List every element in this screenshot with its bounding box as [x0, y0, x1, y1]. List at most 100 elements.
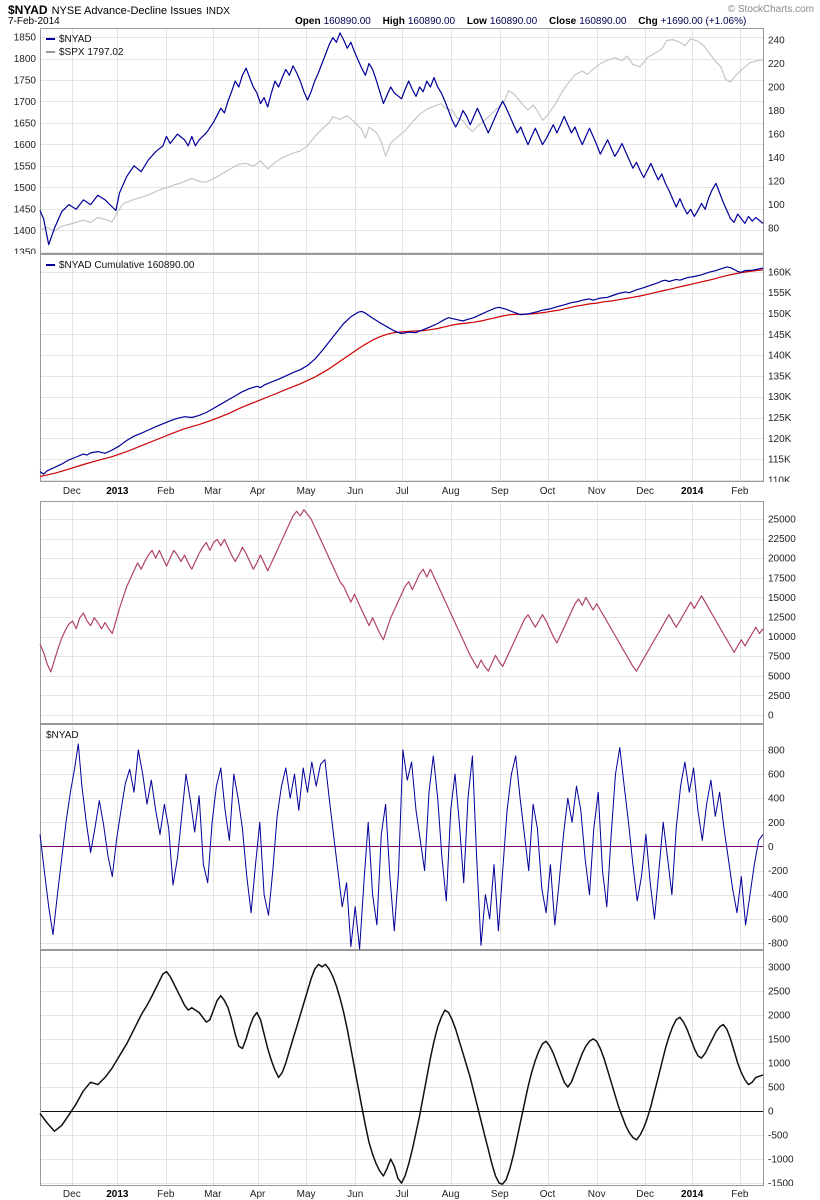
series-oscillator	[39, 963, 764, 1185]
axis-tick-label: 0	[768, 710, 774, 721]
chart-header: $NYAD NYSE Advance-Decline Issues INDX © S…	[0, 0, 820, 28]
axis-tick-label: 2500	[768, 691, 791, 702]
axis-tick-label: 1000	[768, 1058, 791, 1069]
month-label: Oct	[540, 1189, 556, 1200]
legend-label: $NYAD Cumulative 160890.00	[59, 260, 195, 271]
month-gridlines	[72, 29, 741, 253]
month-gridlines	[72, 951, 741, 1185]
axis-tick-label: 1700	[14, 97, 37, 108]
axis-tick-label: 3000	[768, 962, 791, 973]
axis-tick-label: -1500	[768, 1179, 794, 1186]
axis-tick-label: 160K	[768, 267, 792, 278]
axis-tick-label: 5000	[768, 671, 791, 682]
month-label: May	[297, 1189, 316, 1200]
axis-tick-label: 22500	[768, 534, 796, 545]
panel-border	[40, 950, 764, 1186]
month-label: Dec	[636, 486, 654, 497]
axis-tick-label: 12500	[768, 613, 796, 624]
panel-nyad-aux: 2500022500200001750015000125001000075005…	[39, 501, 796, 724]
index-name: NYSE Advance-Decline Issues	[51, 5, 202, 17]
axis-tick-label: 145K	[768, 330, 792, 341]
axis-tick-label: 17500	[768, 573, 796, 584]
month-axis-row-1: Dec 2013 Feb Mar Apr May Jun Jul Aug Sep Oct Nov Dec…	[63, 486, 749, 497]
axis-tick-label: 400	[768, 794, 785, 805]
quote-date: 7-Feb-2014	[8, 16, 60, 27]
legend-label: $SPX 1797.02	[59, 47, 124, 58]
month-label: Jun	[347, 1189, 363, 1200]
axis-tick-label: 100	[768, 200, 785, 211]
axis-tick-label: 1850	[14, 33, 37, 44]
month-label: Dec	[63, 1189, 81, 1200]
axis-tick-label: 2500	[768, 986, 791, 997]
panel-border	[40, 501, 764, 724]
value-gridlines	[40, 519, 763, 716]
panel-nyad-oscillator: 3000 2500 2000 1500 1000 500 0 -500 -1000 -1500	[39, 950, 794, 1186]
axis-tick-label: 7500	[768, 652, 791, 663]
axis-tick-label: 220	[768, 59, 785, 70]
panel-border	[40, 28, 764, 254]
month-label: Apr	[250, 486, 266, 497]
axis-tick-label: 160	[768, 130, 785, 141]
axis-tick-label: 1450	[14, 204, 37, 215]
axis-tick-label: 20000	[768, 554, 796, 565]
quote-values: Open 160890.00 High 160890.00 Low 160890.00…	[295, 16, 746, 27]
month-label: Nov	[588, 1189, 606, 1200]
month-label: Mar	[204, 1189, 222, 1200]
series-spx	[39, 38, 764, 232]
month-gridlines	[72, 725, 741, 949]
series-cumulative-ma	[39, 269, 764, 478]
month-label: May	[297, 486, 316, 497]
axis-tick-label: 2000	[768, 1010, 791, 1021]
axis-tick-label: 800	[768, 745, 785, 756]
copyright: © StockCharts.com	[727, 4, 814, 15]
axis-tick-label: 150K	[768, 309, 792, 320]
month-label: Mar	[204, 486, 222, 497]
series-nyad	[39, 32, 764, 246]
axis-tick-label: 1600	[14, 140, 37, 151]
series-aux	[39, 509, 764, 673]
month-label: 2013	[106, 486, 129, 497]
title-line: $NYAD NYSE Advance-Decline Issues INDX © S…	[8, 3, 814, 17]
high-label: High	[382, 16, 405, 27]
series-cumulative	[39, 266, 764, 475]
month-label: 2013	[106, 1189, 129, 1200]
axis-tick-label: -800	[768, 939, 788, 950]
axis-tick-label: 120	[768, 177, 785, 188]
axis-tick-label: 200	[768, 818, 785, 829]
low-label: Low	[466, 16, 487, 27]
axis-tick-label: 130K	[768, 392, 792, 403]
axis-tick-label: 1750	[14, 75, 37, 86]
panel-border	[40, 254, 764, 482]
axis-tick-label: 80	[768, 224, 780, 235]
high-value: 160890.00	[407, 16, 456, 27]
quote-line: 7-Feb-2014 Open 160890.00 High 160890.00 L…	[8, 16, 814, 27]
month-label: 2014	[681, 1189, 704, 1200]
axis-tick-label: 600	[768, 770, 785, 781]
axis-tick-label: 0	[768, 842, 774, 853]
panel-nyad-daily: 800 600 400 200 0 -200 -400 -600 -800 $NYAD	[39, 724, 788, 950]
axis-tick-label: 120K	[768, 434, 792, 445]
axis-tick-label: 125K	[768, 413, 792, 424]
open-value: 160890.00	[323, 16, 371, 27]
axis-tick-label: -500	[768, 1131, 788, 1142]
low-value: 160890.00	[489, 16, 538, 27]
exchange-label: INDX	[206, 6, 230, 17]
chg-label: Chg	[638, 16, 658, 27]
axis-tick-label: 10000	[768, 632, 796, 643]
axis-tick-label: -1000	[768, 1155, 794, 1166]
axis-tick-label: 1500	[768, 1034, 791, 1045]
axis-tick-label: 155K	[768, 288, 792, 299]
value-gridlines	[40, 37, 763, 253]
month-gridlines	[72, 255, 741, 481]
axis-tick-label: 1800	[14, 54, 37, 65]
close-label: Close	[548, 16, 577, 27]
panel-nyad-spx-overlay: 1850 1800 1750 1700 1650 1600 1550 1500 1450 1400…	[14, 28, 785, 254]
axis-tick-label: -400	[768, 890, 788, 901]
panel-nyad-cumulative: 160K 155K 150K 145K 140K 135K 130K 125K 120K 115K…	[39, 254, 792, 482]
legend-label: $NYAD	[46, 730, 79, 741]
axis-tick-label: -600	[768, 914, 788, 925]
chg-value: +1690.00 (+1.06%)	[660, 16, 747, 27]
month-label: Feb	[731, 486, 749, 497]
month-label: Apr	[250, 1189, 266, 1200]
